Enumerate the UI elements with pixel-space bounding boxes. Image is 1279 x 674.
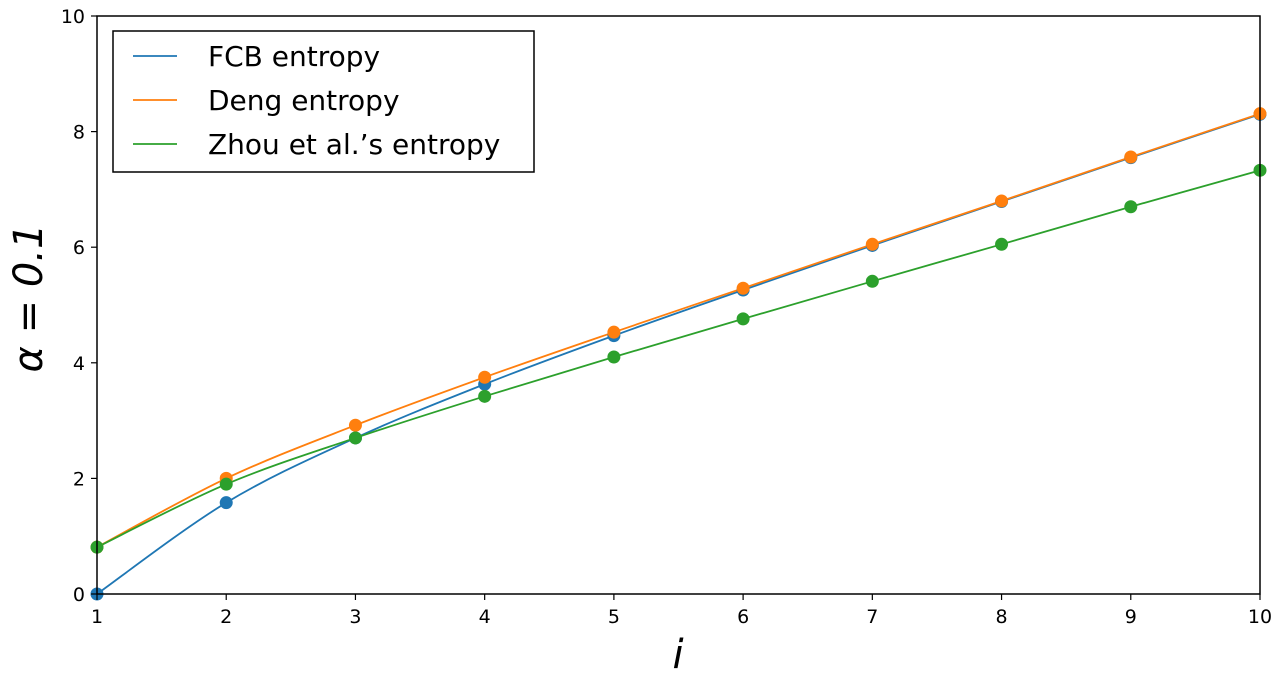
y-tick-label: 2 [73, 468, 85, 490]
plot-frame [96, 15, 1261, 595]
x-tick-label: 5 [608, 606, 620, 628]
series-marks [90, 107, 1267, 601]
series-1-point [607, 325, 621, 339]
y-axis: 0 2 4 6 8 10 [61, 6, 97, 606]
legend-label: Zhou et al.’s entropy [208, 128, 500, 161]
series-2-point [865, 274, 879, 288]
series-1-point [865, 237, 879, 251]
x-tick-label: 3 [349, 606, 361, 628]
series-2-point [219, 477, 233, 491]
series-line-1 [96, 112, 1261, 548]
x-tick-label: 6 [737, 606, 749, 628]
legend: FCB entropy Deng entropy Zhou et al.’s ent… [112, 30, 535, 173]
x-tick-label: 4 [479, 606, 491, 628]
series-line-2 [96, 169, 1261, 548]
y-tick-label: 10 [61, 6, 85, 28]
series-1-point [1124, 150, 1138, 164]
y-tick-label: 6 [73, 237, 85, 259]
series-1-point [736, 281, 750, 295]
series-2-point [348, 431, 362, 445]
x-tick-label: 8 [996, 606, 1008, 628]
x-tick-label: 1 [91, 606, 103, 628]
series-line-0 [96, 113, 1261, 595]
series-1-point [478, 370, 492, 384]
x-axis: 1 2 3 4 5 6 7 8 9 10 [91, 594, 1272, 628]
x-tick-label: 7 [866, 606, 878, 628]
x-tick-label: 2 [220, 606, 232, 628]
series-2-point [995, 237, 1009, 251]
series-2-point [736, 312, 750, 326]
series-1-point [995, 194, 1009, 208]
series-1-point [348, 418, 362, 432]
y-axis-title: α = 0.1 [6, 224, 52, 373]
series-2-point [478, 389, 492, 403]
y-tick-label: 0 [73, 584, 85, 606]
legend-label: Deng entropy [208, 84, 400, 117]
y-tick-label: 4 [73, 353, 85, 375]
series-0-point [219, 496, 233, 510]
series-2-point [607, 350, 621, 364]
series-2-point [1124, 200, 1138, 214]
legend-label: FCB entropy [208, 40, 380, 73]
legend-box [112, 30, 535, 173]
y-tick-label: 8 [73, 122, 85, 144]
x-tick-label: 10 [1248, 606, 1272, 628]
x-tick-label: 9 [1125, 606, 1137, 628]
x-axis-title: i [672, 632, 683, 674]
